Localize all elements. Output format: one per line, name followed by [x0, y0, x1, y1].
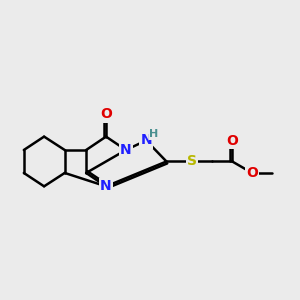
- Text: O: O: [226, 134, 238, 148]
- Text: N: N: [120, 143, 132, 157]
- Text: O: O: [100, 107, 112, 122]
- Text: N: N: [140, 134, 152, 147]
- Text: H: H: [149, 129, 158, 139]
- Text: O: O: [246, 166, 258, 180]
- Text: S: S: [187, 154, 197, 169]
- Text: N: N: [100, 179, 112, 193]
